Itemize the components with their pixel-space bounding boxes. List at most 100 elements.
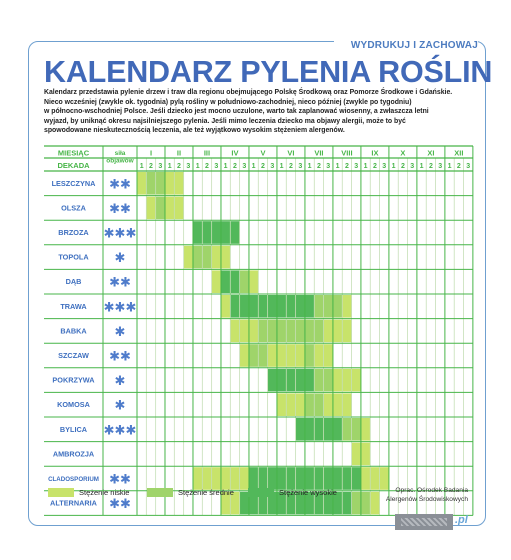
pollen-cell (370, 491, 380, 515)
pollen-cell (295, 368, 306, 392)
month-label: VII (314, 149, 323, 158)
decade-label: 3 (242, 163, 246, 170)
calendar-frame (28, 41, 486, 526)
pollen-cell (230, 319, 240, 343)
decade-label: 2 (261, 163, 265, 170)
pollen-cell (276, 393, 287, 416)
severity-stars: ✱✱ (109, 473, 131, 488)
pollen-cell (323, 491, 334, 515)
pollen-cell (164, 196, 175, 220)
severity-stars: ✱✱✱ (104, 300, 137, 315)
pollen-cell (332, 418, 343, 441)
pollen-cell (332, 368, 343, 392)
pollen-cell (370, 467, 380, 490)
pollen-cell (295, 344, 306, 367)
pollen-cell (174, 172, 184, 195)
pollen-cell (258, 467, 268, 490)
pollen-cell (248, 344, 259, 367)
pollen-cell (323, 295, 334, 318)
pollen-cell (248, 270, 259, 293)
decade-label: 3 (214, 163, 218, 170)
pollen-cell (351, 368, 362, 392)
pollen-cell (164, 172, 175, 195)
severity-stars: ✱ (115, 399, 126, 414)
pollen-cell (183, 245, 194, 269)
strength-header-label: siła (115, 150, 126, 157)
pollen-cell (286, 295, 296, 318)
plant-name: DĄB (66, 277, 82, 286)
plant-name: BABKA (60, 326, 87, 335)
pollen-cell (286, 319, 296, 343)
pollen-cell (323, 319, 334, 343)
pollen-cell (304, 295, 315, 318)
decade-label: 2 (429, 163, 433, 170)
pollen-cell (220, 467, 231, 490)
pollen-cell (220, 270, 231, 293)
pollen-cell (230, 467, 240, 490)
pollen-cell (314, 467, 324, 490)
decade-label: 3 (438, 163, 442, 170)
frame-gap (334, 36, 478, 48)
decade-label: 1 (168, 163, 172, 170)
pollen-cell (286, 467, 296, 490)
pollen-cell (286, 368, 296, 392)
pollen-cell (332, 393, 343, 416)
pollen-cell (342, 467, 352, 490)
pollen-cell (332, 467, 343, 490)
month-label: II (177, 149, 181, 158)
pollen-cell (202, 467, 212, 490)
pollen-cell (192, 245, 203, 269)
decade-label: 2 (317, 163, 321, 170)
intro-text: Kalendarz przedstawia pylenie drzew i tr… (44, 88, 476, 136)
decade-header-label: DEKADA (57, 161, 90, 170)
decade-label: 3 (382, 163, 386, 170)
decade-label: 3 (158, 163, 162, 170)
pollen-cell (332, 295, 343, 318)
decade-label: 1 (392, 163, 396, 170)
pollen-cell (239, 270, 250, 293)
decade-label: 2 (205, 163, 209, 170)
intro-line: Kalendarz przedstawia pylenie drzew i tr… (44, 89, 453, 96)
pollen-cell (314, 393, 324, 416)
pollen-cell (314, 319, 324, 343)
month-label: I (150, 149, 152, 158)
pollen-cell (342, 418, 352, 441)
pollen-cell (248, 319, 259, 343)
pollen-cell (258, 319, 268, 343)
decade-label: 2 (149, 163, 153, 170)
pollen-cell (342, 319, 352, 343)
decade-label: 2 (457, 163, 461, 170)
pollen-cell (258, 295, 268, 318)
pollen-cell (248, 467, 259, 490)
intro-line: w północno-wschodniej Polsce. Jeśli dzie… (44, 108, 429, 116)
page-title: KALENDARZ PYLENIA ROŚLIN (44, 55, 493, 89)
pollen-cell (360, 467, 371, 490)
plant-name: KOMOSA (57, 400, 91, 409)
pollen-cell (267, 344, 278, 367)
pollen-cell (360, 442, 371, 466)
pollen-cell (332, 491, 343, 515)
pollen-cell (276, 319, 287, 343)
pollen-cell (304, 467, 315, 490)
severity-stars: ✱✱ (109, 276, 131, 291)
pollen-cell (267, 319, 278, 343)
legend-item-low: Stężenie niskie (48, 488, 129, 497)
pollen-cell (323, 393, 334, 416)
pollen-cell (314, 491, 324, 515)
pollen-cell (323, 467, 334, 490)
month-label: IX (371, 149, 378, 158)
decade-label: 1 (308, 163, 312, 170)
decade-label: 2 (345, 163, 349, 170)
pollen-cell (351, 442, 362, 466)
pollen-cell (192, 221, 203, 244)
legend: Stężenie niskie Stężenie średnie Stężeni… (48, 485, 468, 505)
pollen-cell (295, 393, 306, 416)
decade-label: 2 (177, 163, 181, 170)
pollen-cell (314, 418, 324, 441)
pollen-cell (239, 344, 250, 367)
month-label: XII (454, 149, 463, 158)
source-line: Alergenów Środowiskowych (385, 496, 468, 503)
legend-item-medium: Stężenie średnie (147, 488, 234, 497)
pollen-cell (220, 245, 231, 269)
